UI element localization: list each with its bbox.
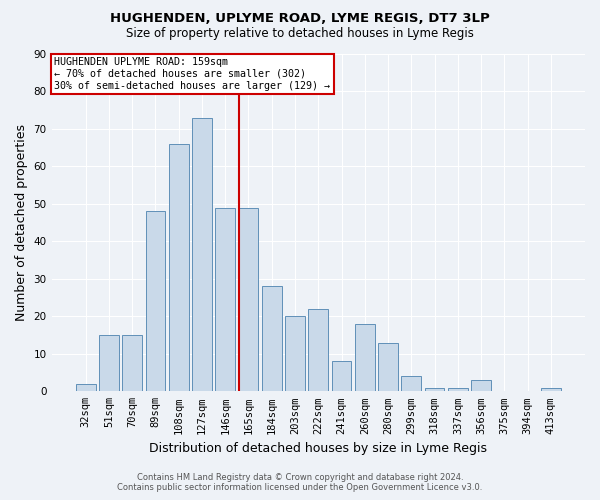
Bar bbox=[355, 324, 374, 392]
Bar bbox=[239, 208, 259, 392]
Bar bbox=[332, 362, 352, 392]
Bar bbox=[401, 376, 421, 392]
Bar bbox=[308, 309, 328, 392]
Y-axis label: Number of detached properties: Number of detached properties bbox=[15, 124, 28, 321]
Text: Size of property relative to detached houses in Lyme Regis: Size of property relative to detached ho… bbox=[126, 28, 474, 40]
Bar bbox=[378, 342, 398, 392]
Bar bbox=[169, 144, 188, 392]
X-axis label: Distribution of detached houses by size in Lyme Regis: Distribution of detached houses by size … bbox=[149, 442, 487, 455]
Bar bbox=[146, 212, 166, 392]
Bar bbox=[192, 118, 212, 392]
Text: HUGHENDEN UPLYME ROAD: 159sqm
← 70% of detached houses are smaller (302)
30% of : HUGHENDEN UPLYME ROAD: 159sqm ← 70% of d… bbox=[54, 58, 330, 90]
Bar bbox=[99, 335, 119, 392]
Bar bbox=[76, 384, 95, 392]
Bar bbox=[425, 388, 445, 392]
Text: HUGHENDEN, UPLYME ROAD, LYME REGIS, DT7 3LP: HUGHENDEN, UPLYME ROAD, LYME REGIS, DT7 … bbox=[110, 12, 490, 26]
Bar bbox=[471, 380, 491, 392]
Text: Contains HM Land Registry data © Crown copyright and database right 2024.
Contai: Contains HM Land Registry data © Crown c… bbox=[118, 473, 482, 492]
Bar bbox=[215, 208, 235, 392]
Bar bbox=[541, 388, 561, 392]
Bar bbox=[448, 388, 468, 392]
Bar bbox=[285, 316, 305, 392]
Bar bbox=[262, 286, 281, 392]
Bar bbox=[122, 335, 142, 392]
